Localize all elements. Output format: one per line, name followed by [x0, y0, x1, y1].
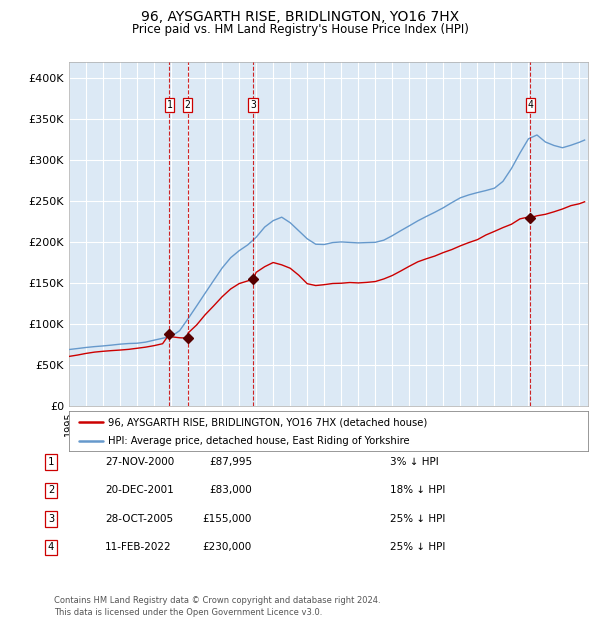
Text: Price paid vs. HM Land Registry's House Price Index (HPI): Price paid vs. HM Land Registry's House …: [131, 23, 469, 36]
Text: £87,995: £87,995: [209, 457, 252, 467]
Text: 2: 2: [185, 100, 191, 110]
Text: 3: 3: [250, 100, 256, 110]
Text: 4: 4: [527, 100, 533, 110]
Text: 3% ↓ HPI: 3% ↓ HPI: [390, 457, 439, 467]
Text: 3: 3: [48, 514, 54, 524]
Text: 11-FEB-2022: 11-FEB-2022: [105, 542, 172, 552]
Text: £83,000: £83,000: [209, 485, 252, 495]
Text: 27-NOV-2000: 27-NOV-2000: [105, 457, 174, 467]
Text: 1: 1: [166, 100, 172, 110]
Text: 18% ↓ HPI: 18% ↓ HPI: [390, 485, 445, 495]
Text: 25% ↓ HPI: 25% ↓ HPI: [390, 514, 445, 524]
Text: 25% ↓ HPI: 25% ↓ HPI: [390, 542, 445, 552]
Text: Contains HM Land Registry data © Crown copyright and database right 2024.
This d: Contains HM Land Registry data © Crown c…: [54, 596, 380, 617]
Text: 28-OCT-2005: 28-OCT-2005: [105, 514, 173, 524]
Text: 20-DEC-2001: 20-DEC-2001: [105, 485, 174, 495]
Text: £155,000: £155,000: [203, 514, 252, 524]
Text: 4: 4: [48, 542, 54, 552]
Text: 1: 1: [48, 457, 54, 467]
Text: 2: 2: [48, 485, 54, 495]
Text: £230,000: £230,000: [203, 542, 252, 552]
Text: HPI: Average price, detached house, East Riding of Yorkshire: HPI: Average price, detached house, East…: [108, 436, 410, 446]
Text: 96, AYSGARTH RISE, BRIDLINGTON, YO16 7HX: 96, AYSGARTH RISE, BRIDLINGTON, YO16 7HX: [141, 10, 459, 24]
Text: 96, AYSGARTH RISE, BRIDLINGTON, YO16 7HX (detached house): 96, AYSGARTH RISE, BRIDLINGTON, YO16 7HX…: [108, 417, 427, 427]
